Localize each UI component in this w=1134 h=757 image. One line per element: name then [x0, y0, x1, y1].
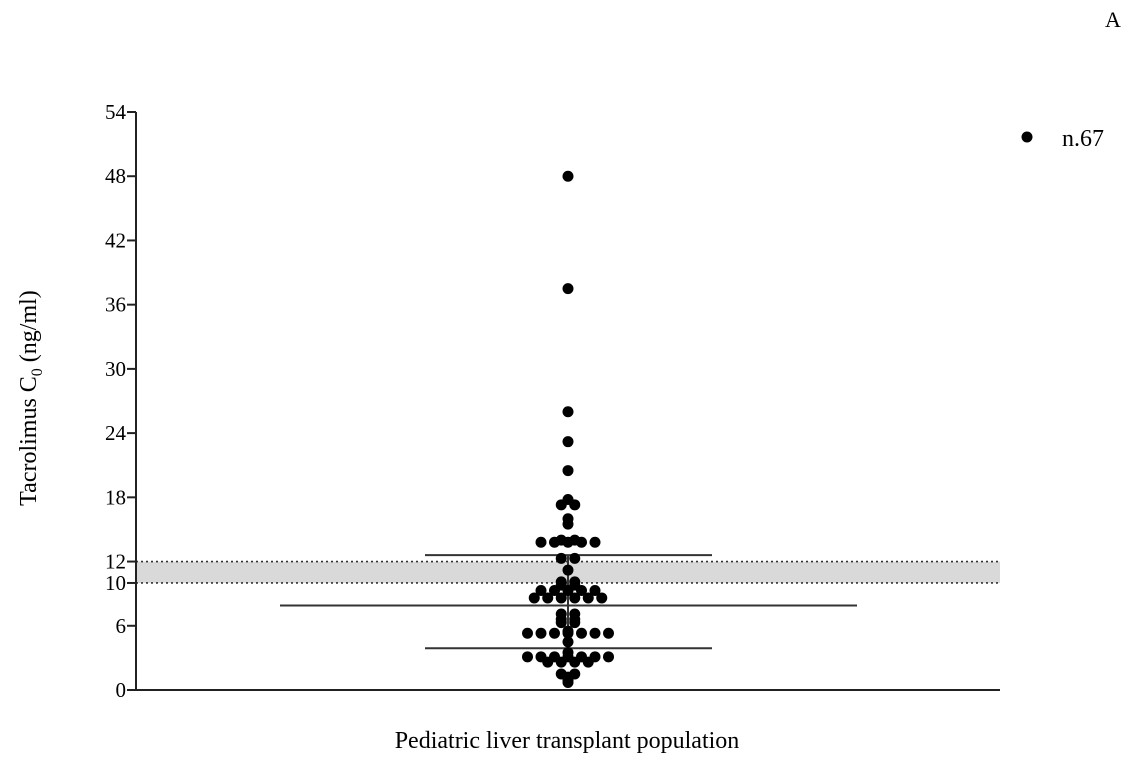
data-point — [576, 536, 587, 548]
data-point — [535, 536, 547, 548]
data-point — [582, 592, 594, 604]
data-point — [569, 656, 581, 668]
data-point — [522, 651, 533, 663]
legend-marker — [1021, 131, 1033, 143]
data-point — [542, 656, 554, 668]
data-point — [576, 627, 587, 639]
data-point — [589, 536, 601, 548]
data-point — [522, 627, 533, 639]
data-point — [562, 170, 574, 182]
data-point — [562, 564, 574, 576]
panel-label: A — [1105, 7, 1121, 32]
data-point — [528, 592, 540, 604]
x-axis-title: Pediatric liver transplant population — [395, 728, 740, 754]
data-point — [569, 617, 581, 629]
data-point — [603, 627, 614, 639]
data-point — [569, 552, 581, 564]
data-point — [569, 592, 581, 604]
data-point — [562, 283, 574, 295]
y-tick-label: 30 — [105, 357, 126, 381]
y-axis — [127, 111, 1000, 691]
data-point — [562, 436, 574, 448]
y-tick-label: 54 — [105, 100, 127, 124]
data-point — [555, 656, 567, 668]
y-tick-label: 18 — [105, 485, 126, 509]
data-point — [562, 636, 574, 648]
legend-label: n.67 — [1062, 126, 1104, 152]
y-axis-title-subscript: 0 — [29, 368, 46, 376]
data-point — [589, 584, 601, 596]
data-point — [562, 465, 574, 477]
data-point — [582, 656, 594, 668]
data-point — [562, 627, 574, 639]
y-tick-label: 36 — [105, 293, 126, 317]
data-point — [603, 651, 614, 663]
y-tick-label: 12 — [105, 550, 126, 574]
data-point — [562, 536, 574, 548]
y-axis-title: Tacrolimus C0 (ng/ml) — [16, 290, 46, 506]
data-point — [535, 627, 547, 639]
data-point — [562, 584, 574, 596]
y-tick-label: 10 — [105, 571, 126, 595]
data-point — [555, 499, 567, 511]
data-point — [549, 584, 560, 596]
data-point — [562, 677, 574, 689]
y-tick-label: 42 — [105, 228, 126, 252]
data-point — [569, 499, 581, 511]
data-points — [522, 170, 614, 689]
legend: n.67 — [1021, 126, 1104, 152]
y-tick-label: 48 — [105, 164, 126, 188]
data-point — [562, 518, 574, 530]
y-tick-label: 24 — [105, 421, 127, 445]
data-point — [535, 584, 547, 596]
data-point — [562, 406, 574, 418]
data-point — [542, 592, 554, 604]
data-point — [549, 536, 560, 548]
y-tick-label: 0 — [116, 678, 127, 702]
data-point — [549, 627, 560, 639]
data-point — [576, 584, 587, 596]
data-point — [555, 617, 567, 629]
data-point — [596, 592, 608, 604]
data-point — [555, 552, 567, 564]
y-tick-label: 6 — [116, 614, 127, 638]
y-axis-title-unit: (ng/ml) — [16, 290, 42, 368]
data-point — [589, 627, 601, 639]
data-point — [555, 592, 567, 604]
